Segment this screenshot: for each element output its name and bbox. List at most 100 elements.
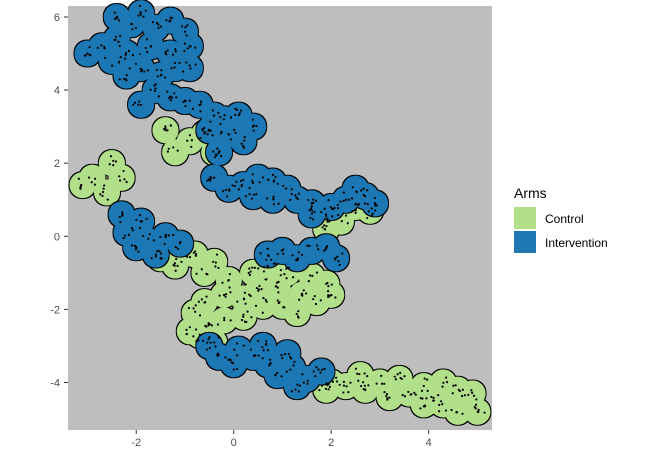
household-dot xyxy=(119,56,122,59)
household-dot xyxy=(333,257,337,260)
household-dot xyxy=(327,388,330,391)
household-dot xyxy=(250,197,253,200)
household-dot xyxy=(483,411,486,414)
household-dot xyxy=(351,209,354,213)
household-dot xyxy=(366,202,369,206)
household-dot xyxy=(347,391,350,394)
household-dot xyxy=(184,105,187,108)
household-dot xyxy=(138,226,142,230)
household-dot xyxy=(242,315,245,318)
household-dot xyxy=(267,178,270,181)
household-dot xyxy=(223,114,226,117)
household-dot xyxy=(174,269,177,272)
household-dot xyxy=(156,75,159,78)
household-dot xyxy=(233,128,236,131)
household-dot xyxy=(190,139,193,142)
household-dot xyxy=(289,198,292,202)
household-dot xyxy=(244,195,247,198)
household-dot xyxy=(195,252,198,256)
household-dot xyxy=(254,304,258,307)
household-dot xyxy=(357,203,361,206)
household-dot xyxy=(324,213,328,216)
household-dot xyxy=(188,255,192,259)
household-dot xyxy=(173,264,176,267)
household-dot xyxy=(450,408,453,412)
household-dot xyxy=(306,244,309,247)
household-dot xyxy=(292,364,295,367)
household-dot xyxy=(185,332,188,336)
household-dot xyxy=(363,384,366,387)
household-dot xyxy=(182,70,185,73)
household-dot xyxy=(235,354,239,357)
household-dot xyxy=(134,62,138,65)
household-dot xyxy=(335,380,339,383)
household-dot xyxy=(252,193,255,196)
household-dot xyxy=(88,46,91,49)
household-dot xyxy=(239,179,243,183)
household-dot xyxy=(360,189,363,192)
household-dot xyxy=(467,393,470,396)
household-dot xyxy=(314,375,317,378)
household-dot xyxy=(182,100,185,103)
household-dot xyxy=(259,252,262,255)
household-dot xyxy=(203,126,206,130)
household-dot xyxy=(255,286,258,290)
household-dot xyxy=(109,155,113,158)
household-dot xyxy=(354,209,357,212)
household-dot xyxy=(338,263,341,267)
household-dot xyxy=(308,244,311,248)
household-dot xyxy=(103,184,106,187)
household-dot xyxy=(166,90,169,93)
household-dot xyxy=(297,390,300,393)
household-dot xyxy=(356,372,359,375)
household-dot xyxy=(317,368,320,371)
household-dot xyxy=(441,403,444,406)
household-dot xyxy=(280,354,283,357)
household-dot xyxy=(208,346,211,350)
household-dot xyxy=(297,316,300,319)
household-dot xyxy=(347,198,351,201)
household-dot xyxy=(228,286,231,289)
household-dot xyxy=(366,375,369,378)
household-dot xyxy=(272,198,275,201)
household-dot xyxy=(274,373,277,377)
household-dot xyxy=(239,109,242,112)
household-dot xyxy=(183,42,187,45)
household-dot xyxy=(233,184,237,188)
household-dot xyxy=(207,338,210,341)
household-dot xyxy=(337,213,340,217)
household-dot xyxy=(279,269,282,272)
household-dot xyxy=(260,288,263,291)
household-dot xyxy=(309,216,312,220)
household-dot xyxy=(159,257,162,260)
household-dot xyxy=(306,379,309,382)
household-dot xyxy=(207,129,210,132)
household-dot xyxy=(313,210,316,214)
household-dot xyxy=(297,310,300,313)
household-dot xyxy=(342,384,346,387)
household-dot xyxy=(190,145,193,148)
household-dot xyxy=(213,341,216,344)
household-dot xyxy=(251,266,254,269)
household-dot xyxy=(206,273,209,276)
household-dot xyxy=(385,395,388,398)
household-dot xyxy=(224,293,228,296)
household-dot xyxy=(248,193,251,196)
household-dot xyxy=(383,382,386,385)
household-dot xyxy=(117,40,120,43)
household-dot xyxy=(234,107,237,110)
household-dot xyxy=(296,197,299,201)
household-dot xyxy=(137,14,140,17)
household-dot xyxy=(271,173,275,176)
household-dot xyxy=(206,341,209,344)
household-dot xyxy=(211,134,214,137)
x-tick-label: 0 xyxy=(231,437,237,449)
household-dot xyxy=(122,77,126,80)
household-dot xyxy=(442,381,445,384)
household-dot xyxy=(323,367,326,371)
household-dot xyxy=(275,281,279,284)
household-dot xyxy=(476,410,479,414)
household-dot xyxy=(373,196,377,200)
household-dot xyxy=(202,339,205,342)
household-dot xyxy=(314,302,318,306)
